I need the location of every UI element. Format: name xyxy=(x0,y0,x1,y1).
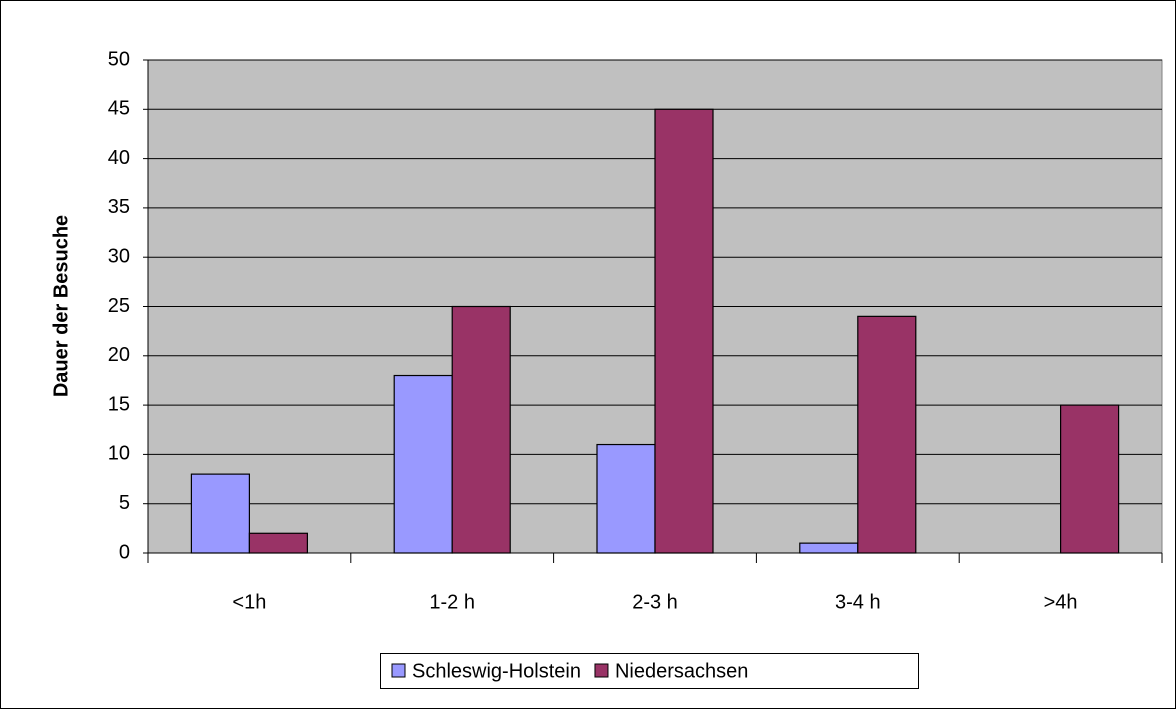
y-tick-label: 20 xyxy=(108,344,130,366)
y-axis-label: Dauer der Besuche xyxy=(50,215,72,397)
bar xyxy=(654,108,714,554)
y-tick-label: 15 xyxy=(108,393,130,415)
y-tick-label: 45 xyxy=(108,98,130,120)
bar xyxy=(799,542,859,554)
bar xyxy=(393,374,453,554)
bar xyxy=(248,532,308,554)
x-tick-label: 1-2 h xyxy=(429,591,475,613)
y-tick-label: 10 xyxy=(108,443,130,465)
bar xyxy=(190,473,250,554)
y-tick-label: 50 xyxy=(108,48,130,70)
bar xyxy=(1059,404,1120,554)
y-tick-label: 5 xyxy=(119,492,130,514)
y-tick-label: 0 xyxy=(119,541,130,563)
legend-swatch xyxy=(594,663,609,678)
bar xyxy=(857,315,917,554)
bar xyxy=(451,305,511,554)
y-tick-label: 25 xyxy=(108,295,130,317)
y-tick-label: 35 xyxy=(108,196,130,218)
y-tick-label: 40 xyxy=(108,147,130,169)
x-tick-label: <1h xyxy=(232,591,266,613)
legend-swatch xyxy=(391,663,406,678)
x-tick-label: >4h xyxy=(1044,591,1078,613)
bar xyxy=(596,443,656,554)
x-tick-label: 3-4 h xyxy=(835,591,881,613)
legend-label: Schleswig-Holstein xyxy=(412,660,581,682)
y-tick-label: 30 xyxy=(108,245,130,267)
legend-box xyxy=(380,653,919,689)
x-tick-label: 2-3 h xyxy=(632,591,678,613)
legend-label: Niedersachsen xyxy=(615,660,748,682)
